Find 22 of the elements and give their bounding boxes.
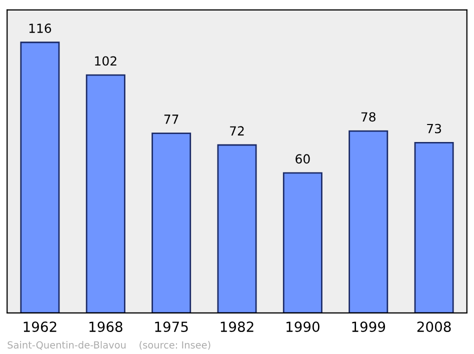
data-label: 102 [95, 56, 116, 66]
x-tick-label: 2008 [417, 322, 451, 332]
data-label: 72 [230, 126, 244, 136]
bar [217, 144, 257, 313]
bar [348, 130, 388, 313]
data-label: 116 [29, 24, 52, 34]
x-tick-label: 1968 [89, 322, 122, 332]
x-tick-label: 1962 [24, 322, 56, 332]
bar [86, 74, 126, 313]
x-tick-label: 1990 [286, 322, 320, 332]
data-label: 77 [164, 114, 178, 124]
bar [414, 142, 454, 313]
data-label: 60 [296, 154, 310, 164]
bar [152, 132, 192, 313]
text: Saint-Quentin-de-Blavou (source: Insee) [8, 341, 210, 350]
data-label: 73 [427, 124, 441, 134]
bar [282, 172, 322, 313]
x-tick-label: 1999 [352, 322, 386, 332]
bar [20, 42, 60, 313]
x-tick-label: 1982 [220, 322, 254, 332]
data-label: 78 [361, 112, 376, 122]
x-tick-label: 1975 [155, 322, 188, 332]
